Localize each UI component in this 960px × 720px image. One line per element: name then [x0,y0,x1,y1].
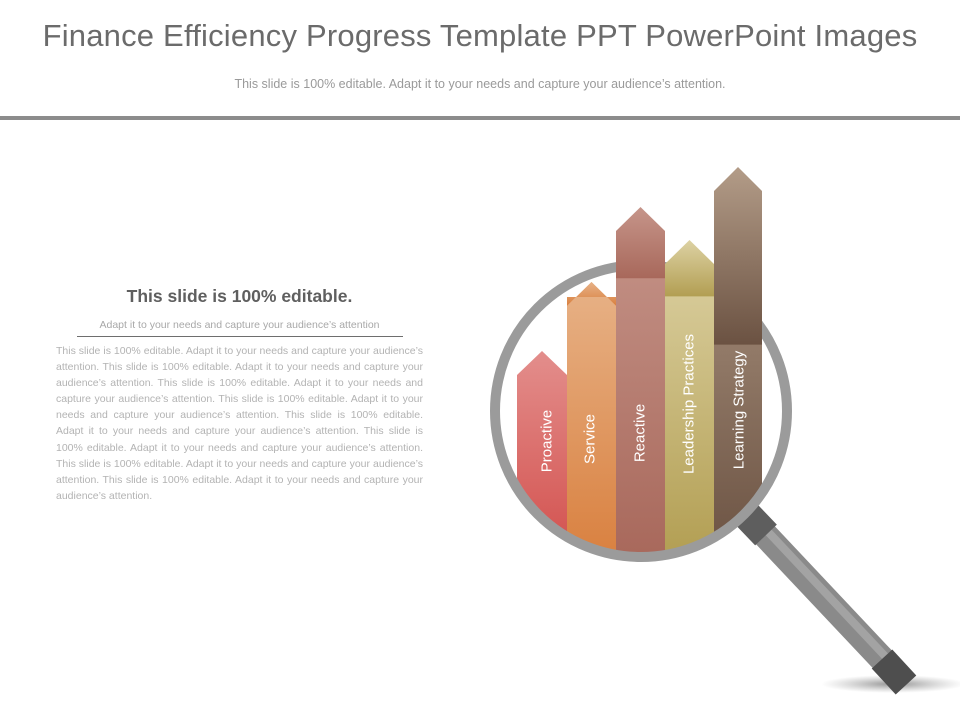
magnifier-handle [733,501,917,695]
arrow-labels: Proactive Service Reactive Leadership Pr… [539,334,748,474]
slide-subtitle: This slide is 100% editable. Adapt it to… [234,77,726,91]
arrow-bar-proactive [517,351,567,540]
arrow-label-reactive: Reactive [632,404,649,462]
arrow-label-learning-strategy: Learning Strategy [731,350,748,469]
arrow-tip-reactive [616,207,665,279]
arrow-tips-above-rim [567,167,762,345]
header-divider [0,116,960,120]
arrow-label-leadership-practices: Leadership Practices [681,334,698,474]
arrow-tip-leadership-practices [665,240,714,297]
panel-subheading: Adapt it to your needs and capture your … [99,319,380,331]
arrow-tip-learning-strategy [714,167,762,345]
arrow-label-service: Service [582,414,599,464]
arrow-bar-reactive [616,265,665,557]
arrow-tip-service [567,282,616,306]
slide-title: Finance Efficiency Progress Template PPT… [42,18,918,53]
arrow-label-proactive: Proactive [539,410,556,473]
arrow-bar-service [567,282,616,557]
panel-body-text: This slide is 100% editable. Adapt it to… [56,345,423,502]
text-panel: This slide is 100% editable. Adapt it to… [56,286,423,504]
panel-divider [76,336,403,337]
arrow-bar-leadership-practices [665,265,714,557]
panel-heading: This slide is 100% editable. [126,286,353,306]
